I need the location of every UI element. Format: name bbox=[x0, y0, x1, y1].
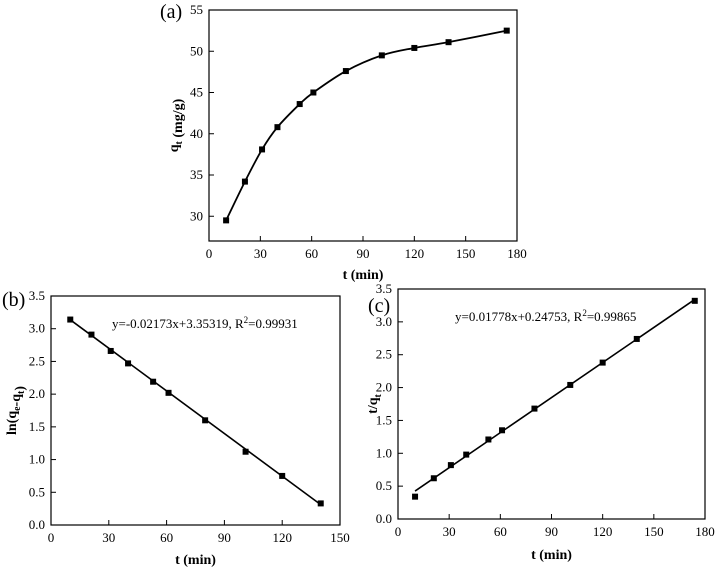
data-point bbox=[445, 39, 452, 46]
y-axis-title: ln(qe-qt) bbox=[5, 386, 28, 435]
y-tick-label: 2.0 bbox=[376, 380, 392, 395]
data-point bbox=[107, 347, 114, 354]
y-tick-label: 30 bbox=[190, 208, 203, 223]
data-point bbox=[531, 405, 538, 412]
x-tick-label: 0 bbox=[48, 530, 55, 545]
data-point bbox=[88, 331, 95, 338]
x-tick-label: 150 bbox=[456, 246, 476, 261]
x-tick-label: 30 bbox=[102, 530, 115, 545]
y-tick-label: 0.5 bbox=[29, 484, 45, 499]
y-tick-label: 0.5 bbox=[376, 478, 392, 493]
y-axis-title: qt (mg/g) bbox=[167, 98, 186, 152]
x-tick-label: 30 bbox=[443, 524, 456, 539]
y-tick-label: 1.5 bbox=[376, 412, 392, 427]
y-tick-label: 1.5 bbox=[29, 419, 45, 434]
y-tick-label: 3.0 bbox=[29, 321, 45, 336]
data-point bbox=[310, 89, 317, 96]
data-point bbox=[599, 359, 606, 366]
x-tick-label: 120 bbox=[593, 524, 613, 539]
panel-label: (b) bbox=[2, 289, 25, 311]
x-tick-label: 150 bbox=[330, 530, 350, 545]
x-tick-label: 120 bbox=[272, 530, 292, 545]
data-point bbox=[165, 389, 172, 396]
data-point bbox=[430, 475, 437, 482]
y-tick-label: 0.0 bbox=[376, 511, 392, 526]
fit-equation: y=0.01778x+0.24753, R2=0.99865 bbox=[455, 308, 636, 324]
data-point bbox=[378, 52, 385, 59]
data-point bbox=[503, 27, 510, 34]
y-tick-label: 35 bbox=[190, 167, 203, 182]
y-tick-label: 45 bbox=[190, 85, 203, 100]
y-tick-label: 2.5 bbox=[376, 347, 392, 362]
y-tick-label: 55 bbox=[190, 2, 203, 17]
x-axis-title: t (min) bbox=[175, 553, 216, 568]
y-tick-label: 2.5 bbox=[29, 353, 45, 368]
y-tick-label: 3.0 bbox=[376, 314, 392, 329]
y-tick-label: 3.5 bbox=[29, 288, 45, 303]
plot-frame bbox=[208, 9, 518, 242]
data-point bbox=[274, 124, 281, 131]
data-point bbox=[463, 451, 470, 458]
y-tick-label: 1.0 bbox=[29, 452, 45, 467]
data-point bbox=[202, 417, 209, 424]
x-axis-title: t (min) bbox=[531, 548, 572, 563]
y-tick-label: 0.0 bbox=[29, 517, 45, 532]
x-tick-label: 90 bbox=[218, 530, 231, 545]
y-tick-label: 50 bbox=[190, 43, 203, 58]
x-tick-label: 180 bbox=[695, 524, 715, 539]
data-point bbox=[633, 335, 640, 342]
chart-panel-c: 0 30 60 90 120 150 180 0.0 0.5 1.0 1.5 2.0 2.5 3.0 3.5… bbox=[366, 281, 715, 563]
x-tick-label: 90 bbox=[545, 524, 558, 539]
data-point bbox=[150, 378, 157, 385]
y-axis-title: t/qt bbox=[366, 394, 384, 414]
x-tick-label: 180 bbox=[507, 246, 527, 261]
data-point bbox=[67, 316, 74, 323]
data-point bbox=[485, 436, 492, 443]
x-tick-label: 0 bbox=[206, 246, 213, 261]
data-point bbox=[242, 448, 249, 455]
x-tick-label: 150 bbox=[644, 524, 664, 539]
panel-label: (c) bbox=[368, 295, 390, 317]
x-tick-label: 60 bbox=[494, 524, 507, 539]
y-tick-label: 3.5 bbox=[376, 281, 392, 296]
data-point bbox=[447, 462, 454, 469]
data-point bbox=[411, 44, 418, 51]
y-tick-label: 40 bbox=[190, 126, 203, 141]
data-point bbox=[691, 297, 698, 304]
fit-curve bbox=[225, 29, 507, 221]
data-point bbox=[241, 178, 248, 185]
x-tick-label: 60 bbox=[305, 246, 318, 261]
data-point bbox=[412, 493, 419, 500]
data-point bbox=[296, 101, 303, 108]
x-tick-label: 120 bbox=[405, 246, 425, 261]
panel-label: (a) bbox=[160, 1, 182, 23]
plot-frame bbox=[50, 295, 341, 526]
chart-panel-a: 0 30 60 90 120 150 180 30 35 40 45 50 55 (a) t (min) qt… bbox=[160, 1, 527, 283]
data-point bbox=[342, 68, 349, 75]
fit-line bbox=[414, 298, 696, 492]
x-tick-label: 90 bbox=[357, 246, 370, 261]
fit-equation: y=-0.02173x+3.35319, R2=0.99931 bbox=[112, 315, 298, 331]
x-axis-title: t (min) bbox=[343, 268, 384, 283]
chart-panel-b: 0 30 60 90 120 150 0.0 0.5 1.0 1.5 2.0 2.5 3.0 3.5 (b)… bbox=[2, 288, 350, 568]
data-point bbox=[259, 146, 266, 153]
data-point bbox=[125, 360, 132, 367]
data-point bbox=[499, 427, 506, 434]
y-tick-label: 2.0 bbox=[29, 386, 45, 401]
data-point bbox=[279, 472, 286, 479]
y-tick-label: 1.0 bbox=[376, 445, 392, 460]
data-point bbox=[567, 381, 574, 388]
data-point bbox=[317, 500, 324, 507]
x-tick-label: 0 bbox=[395, 524, 402, 539]
x-tick-label: 60 bbox=[160, 530, 173, 545]
data-point bbox=[223, 217, 230, 224]
x-tick-label: 30 bbox=[254, 246, 267, 261]
